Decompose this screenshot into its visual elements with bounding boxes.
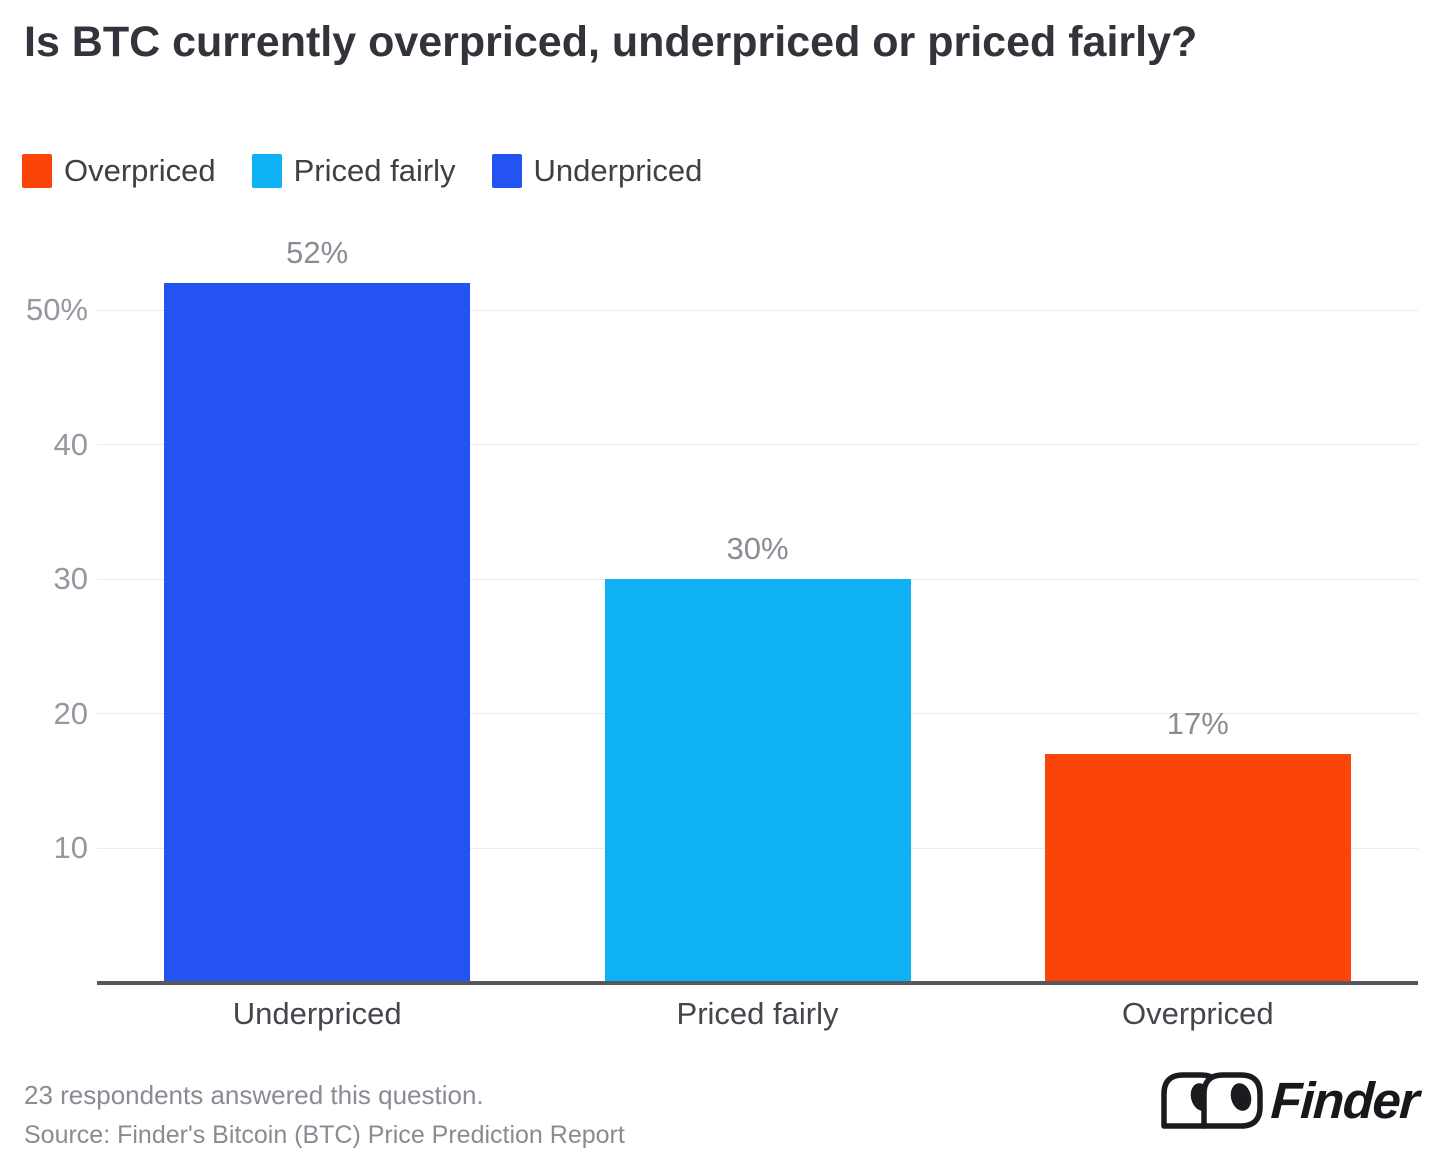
legend-swatch <box>491 154 522 188</box>
legend-label: Overpriced <box>64 153 216 188</box>
category-label-underpriced: Underpriced <box>232 996 402 1031</box>
legend-swatch <box>22 154 52 188</box>
legend-label: Underpriced <box>533 153 703 188</box>
legend-swatch <box>251 154 282 188</box>
gridline-50 <box>97 309 1418 311</box>
value-label-overpriced: 17% <box>1166 706 1229 742</box>
chart-title: Is BTC currently overpriced, underpriced… <box>24 18 1198 66</box>
finder-wordmark: Finder <box>1269 1072 1420 1129</box>
y-tick-30: 30 <box>53 561 88 597</box>
gridline-40 <box>97 444 1418 446</box>
legend-item-underpriced[interactable]: Underpriced <box>491 153 703 189</box>
bar-priced-fairly[interactable] <box>604 579 911 983</box>
respondents-note: 23 respondents answered this question. <box>24 1080 484 1110</box>
value-label-priced-fairly: 30% <box>726 531 789 567</box>
bar-underpriced[interactable] <box>164 283 471 983</box>
value-label-underpriced: 52% <box>286 235 349 271</box>
category-label-overpriced: Overpriced <box>1122 996 1274 1031</box>
legend-item-priced-fairly[interactable]: Priced fairly <box>251 153 456 189</box>
legend: Overpriced Priced fairly Underpriced <box>22 153 702 189</box>
bar-overpriced[interactable] <box>1044 754 1351 983</box>
finder-goggles-icon <box>1161 1072 1263 1130</box>
legend-label: Priced fairly <box>293 153 456 188</box>
x-axis-line <box>97 981 1418 985</box>
source-note: Source: Finder's Bitcoin (BTC) Price Pre… <box>24 1121 625 1149</box>
category-label-priced-fairly: Priced fairly <box>676 996 839 1031</box>
finder-logo: Finder <box>1161 1072 1420 1130</box>
y-tick-40: 40 <box>53 426 88 462</box>
legend-item-overpriced[interactable]: Overpriced <box>22 153 216 189</box>
y-tick-20: 20 <box>53 695 88 731</box>
y-tick-10: 10 <box>53 830 88 866</box>
y-tick-50: 50% <box>25 292 88 327</box>
